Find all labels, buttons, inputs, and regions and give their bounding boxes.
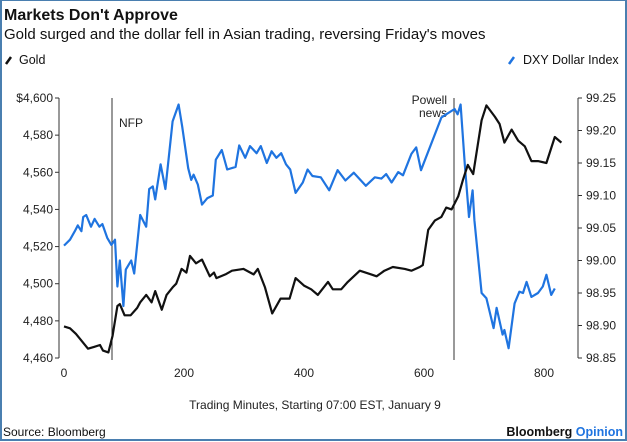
right-axis-tick-label: 99.15 [586, 156, 616, 170]
left-axis-tick-label: 4,540 [23, 202, 53, 216]
legend-dxy-swatch [507, 56, 516, 65]
x-axis-tick-label: 800 [534, 366, 554, 380]
chart-title: Markets Don't Approve [4, 7, 178, 24]
x-axis-label: Trading Minutes, Starting 07:00 EST, Jan… [189, 398, 441, 412]
legend-gold-label: Gold [19, 53, 45, 67]
x-axis-tick-label: 0 [61, 366, 68, 380]
right-axis-tick-label: 98.95 [586, 286, 616, 300]
x-axis-tick-label: 600 [414, 366, 434, 380]
left-axis-tick-label: 4,580 [23, 128, 53, 142]
right-axis-tick-label: 99.25 [586, 91, 616, 105]
x-axis-tick-label: 400 [294, 366, 314, 380]
x-axis-tick-label: 200 [174, 366, 194, 380]
series-line-dxy [63, 103, 556, 350]
right-axis-tick-label: 99.20 [586, 124, 616, 138]
right-axis-tick-label: 98.85 [586, 351, 616, 365]
chart-subtitle: Gold surged and the dollar fell in Asian… [4, 26, 485, 43]
right-axis-tick-label: 99.10 [586, 189, 616, 203]
left-axis-tick-label: 4,460 [23, 351, 53, 365]
event-marker-label: Powell [412, 93, 447, 107]
left-axis-tick-label: 4,500 [23, 277, 53, 291]
legend-dxy-label: DXY Dollar Index [523, 53, 619, 67]
left-axis-tick-label: 4,480 [23, 314, 53, 328]
right-axis-tick-label: 99.05 [586, 221, 616, 235]
right-axis-tick-label: 99.00 [586, 254, 616, 268]
event-marker-label: news [419, 106, 447, 120]
brand-logo: Bloomberg Opinion [506, 425, 623, 439]
left-axis-tick-label: $4,600 [16, 91, 53, 105]
source-note: Source: Bloomberg [3, 425, 106, 439]
right-axis-tick-label: 98.90 [586, 319, 616, 333]
left-axis-tick-label: 4,520 [23, 240, 53, 254]
event-marker-label: NFP [119, 116, 143, 130]
series-line-gold [63, 104, 563, 354]
left-axis-tick-label: 4,560 [23, 165, 53, 179]
legend-gold-swatch [4, 56, 13, 65]
